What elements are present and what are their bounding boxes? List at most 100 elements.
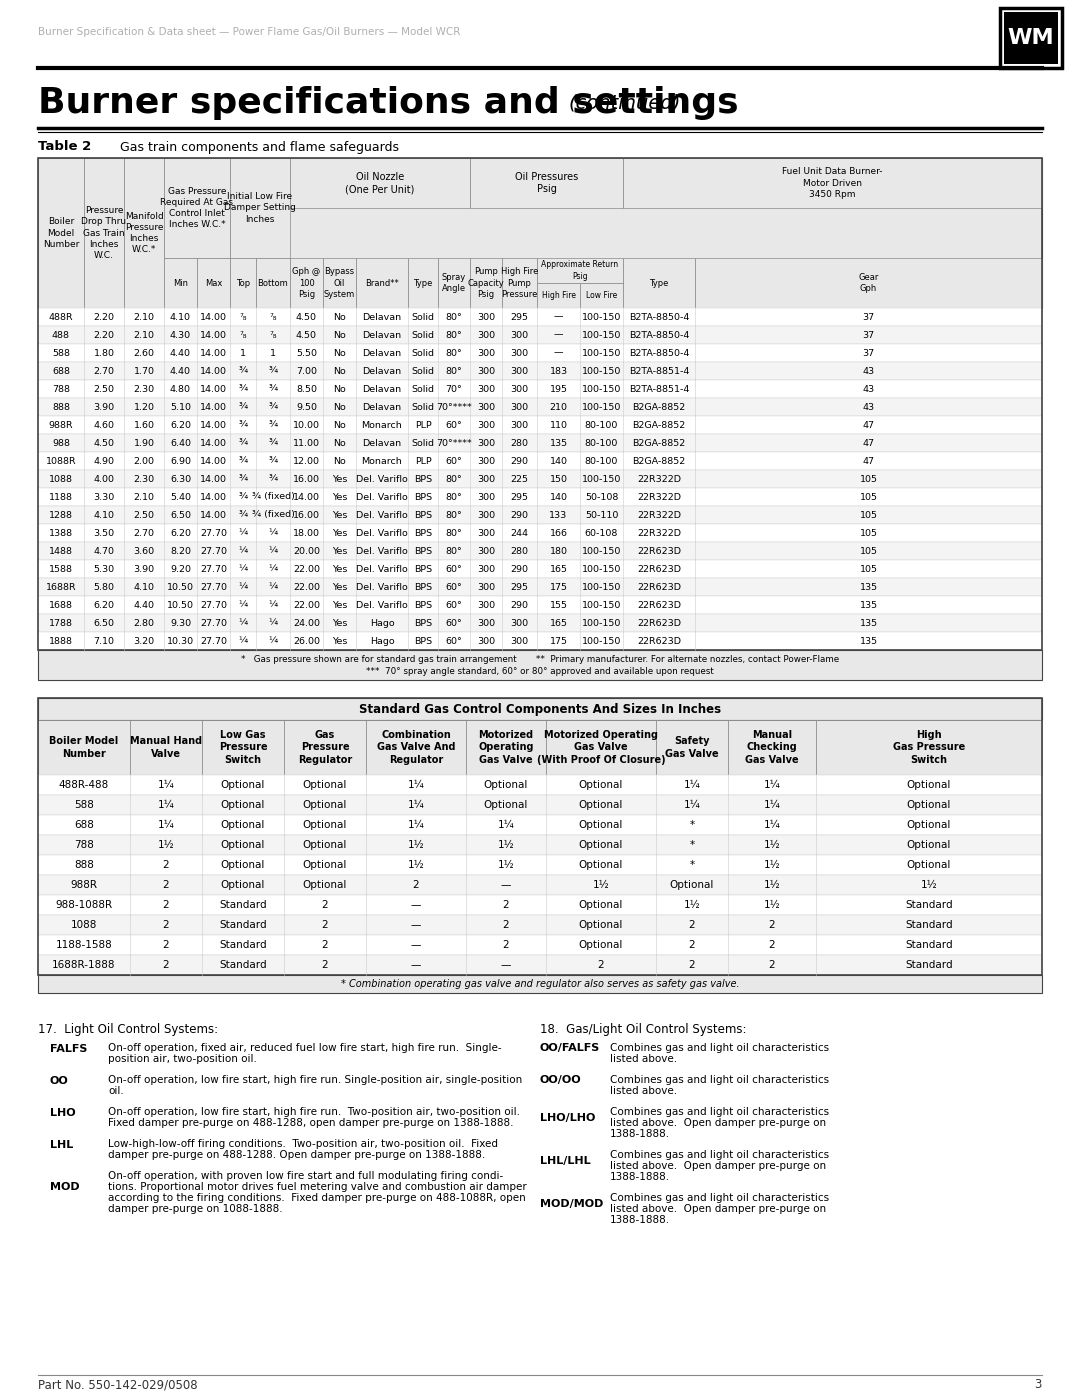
Text: 1½: 1½ <box>407 840 424 849</box>
Text: 2.80: 2.80 <box>134 619 154 627</box>
Text: 60°: 60° <box>446 601 462 609</box>
Bar <box>38 935 1042 956</box>
Text: 10.00: 10.00 <box>293 420 320 429</box>
Text: Standard: Standard <box>905 940 953 950</box>
Text: 1688R-1888: 1688R-1888 <box>52 960 116 970</box>
Text: 22R623D: 22R623D <box>637 637 681 645</box>
Text: Yes: Yes <box>332 528 347 538</box>
Text: 2.10: 2.10 <box>134 313 154 321</box>
Text: 135: 135 <box>860 619 878 627</box>
Text: 14.00: 14.00 <box>200 420 227 429</box>
Text: Manifold
Pressure
Inches
W.C.*: Manifold Pressure Inches W.C.* <box>124 212 163 254</box>
Bar <box>656 719 728 775</box>
Text: 300: 300 <box>511 331 528 339</box>
Text: Optional: Optional <box>302 840 347 849</box>
Text: (continued): (continued) <box>568 94 680 113</box>
Bar <box>38 698 1042 975</box>
Bar <box>728 719 816 775</box>
Text: Gear
Gph: Gear Gph <box>859 272 879 293</box>
Text: 3.90: 3.90 <box>94 402 114 412</box>
Text: 1388-1888.: 1388-1888. <box>610 1215 670 1225</box>
Text: 988: 988 <box>52 439 70 447</box>
Text: 788: 788 <box>52 384 70 394</box>
Text: 2.70: 2.70 <box>134 528 154 538</box>
Text: 166: 166 <box>550 528 567 538</box>
Text: 688: 688 <box>75 820 94 830</box>
Text: Optional: Optional <box>302 820 347 830</box>
Text: 20.00: 20.00 <box>293 546 320 556</box>
Text: 1½: 1½ <box>407 861 424 870</box>
Text: Yes: Yes <box>332 493 347 502</box>
Text: 2: 2 <box>502 921 510 930</box>
Text: BPS: BPS <box>414 601 432 609</box>
Text: 80°: 80° <box>446 493 462 502</box>
Text: —: — <box>554 313 564 321</box>
Text: High Fire
Pump
Pressure: High Fire Pump Pressure <box>501 267 538 299</box>
Text: 4.60: 4.60 <box>94 420 114 429</box>
Text: MOD: MOD <box>50 1182 80 1193</box>
Text: Yes: Yes <box>332 637 347 645</box>
Text: *: * <box>689 861 694 870</box>
Bar <box>38 380 1042 398</box>
Text: FALFS: FALFS <box>50 1044 87 1053</box>
Bar <box>38 362 1042 380</box>
Text: Solid: Solid <box>411 402 434 412</box>
Text: 1688R: 1688R <box>45 583 77 591</box>
Text: 100-150: 100-150 <box>582 583 621 591</box>
Text: 47: 47 <box>863 420 875 429</box>
Text: Initial Low Fire
Damper Setting
Inches: Initial Low Fire Damper Setting Inches <box>224 193 296 224</box>
Text: Combination
Gas Valve And
Regulator: Combination Gas Valve And Regulator <box>377 731 456 766</box>
Text: 100-150: 100-150 <box>582 475 621 483</box>
Text: 1088: 1088 <box>71 921 97 930</box>
Text: ¾: ¾ <box>269 402 278 412</box>
Text: B2GA-8852: B2GA-8852 <box>633 439 686 447</box>
Text: 2: 2 <box>163 940 170 950</box>
Bar <box>38 307 1042 326</box>
Text: 300: 300 <box>477 313 495 321</box>
Text: 80°: 80° <box>446 331 462 339</box>
Text: listed above.  Open damper pre-purge on: listed above. Open damper pre-purge on <box>610 1161 826 1171</box>
Text: ¼: ¼ <box>269 619 278 627</box>
Text: 12.00: 12.00 <box>293 457 320 465</box>
Text: 37: 37 <box>863 313 875 321</box>
Text: 888: 888 <box>75 861 94 870</box>
Text: ¼: ¼ <box>269 528 278 538</box>
Text: 135: 135 <box>860 637 878 645</box>
Text: LHL: LHL <box>50 1140 73 1150</box>
Text: Optional: Optional <box>484 780 528 789</box>
Text: 4.10: 4.10 <box>94 510 114 520</box>
Text: Standard: Standard <box>219 960 267 970</box>
Text: 225: 225 <box>511 475 528 483</box>
Text: 300: 300 <box>477 475 495 483</box>
Bar <box>230 258 256 307</box>
Text: listed above.: listed above. <box>610 1085 677 1097</box>
Text: oil.: oil. <box>108 1085 124 1097</box>
Text: 488: 488 <box>52 331 70 339</box>
Text: 4.30: 4.30 <box>170 331 191 339</box>
Text: No: No <box>333 384 346 394</box>
Text: Optional: Optional <box>302 800 347 810</box>
Text: 18.00: 18.00 <box>293 528 320 538</box>
Text: 2: 2 <box>689 921 696 930</box>
Text: 2: 2 <box>689 940 696 950</box>
Text: 1.90: 1.90 <box>134 439 154 447</box>
Text: 133: 133 <box>550 510 568 520</box>
Text: Solid: Solid <box>411 348 434 358</box>
Text: Min: Min <box>173 278 188 288</box>
Text: 4.40: 4.40 <box>170 366 191 376</box>
Bar <box>38 488 1042 506</box>
Text: Yes: Yes <box>332 510 347 520</box>
Bar <box>580 284 623 307</box>
Bar <box>537 258 623 284</box>
Text: 47: 47 <box>863 439 875 447</box>
Text: BPS: BPS <box>414 619 432 627</box>
Text: 10.50: 10.50 <box>167 601 194 609</box>
Text: Optional: Optional <box>579 800 623 810</box>
Text: 14.00: 14.00 <box>200 439 227 447</box>
Text: 1¼: 1¼ <box>764 780 781 789</box>
Text: 2.00: 2.00 <box>134 457 154 465</box>
Text: 2: 2 <box>769 940 775 950</box>
Text: Motorized Operating
Gas Valve
(With Proof Of Closure): Motorized Operating Gas Valve (With Proo… <box>537 731 665 766</box>
Bar <box>38 434 1042 453</box>
Text: 14.00: 14.00 <box>200 331 227 339</box>
